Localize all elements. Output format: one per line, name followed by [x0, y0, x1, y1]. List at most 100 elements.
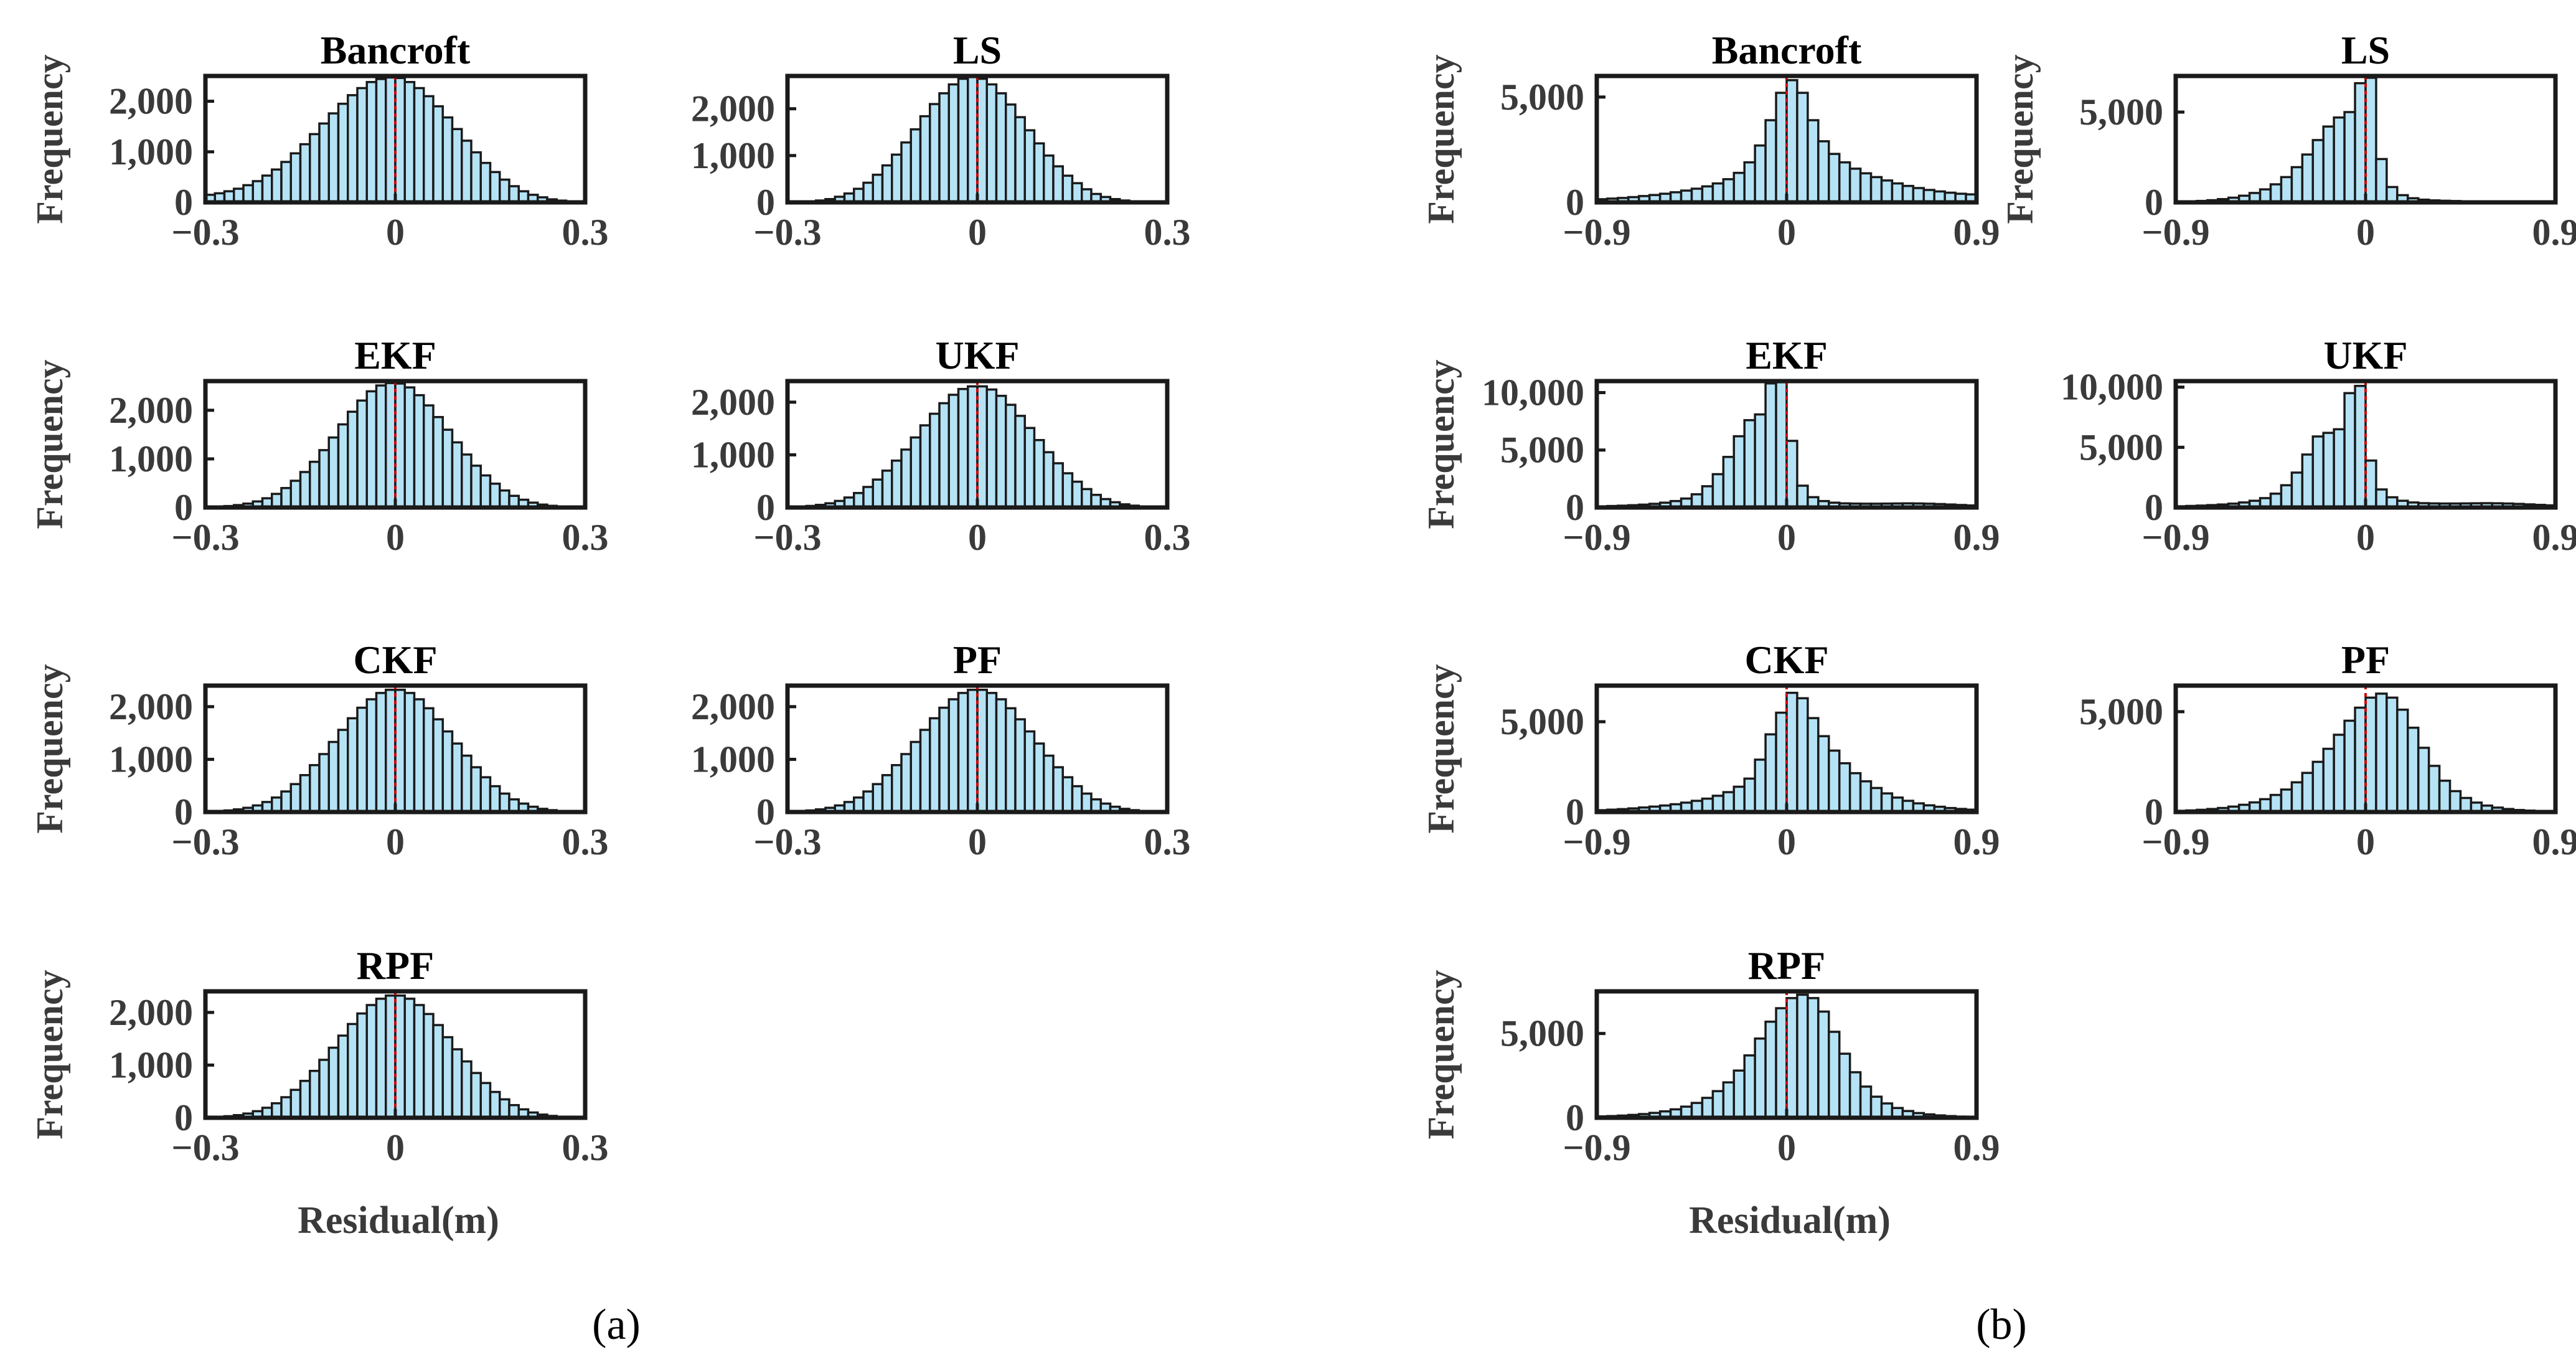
histogram-bar: [862, 486, 874, 509]
histogram-bar: [499, 1098, 510, 1119]
chart-title: LS: [2341, 28, 2390, 72]
histogram-bar: [1775, 381, 1788, 509]
chart-title: Bancroft: [321, 28, 471, 72]
y-tick-label: 1,000: [691, 135, 775, 176]
histogram-bar: [2269, 793, 2283, 813]
histogram-bar: [1743, 419, 1756, 509]
histogram-bar: [947, 698, 960, 813]
histogram-bar: [356, 706, 368, 813]
histogram-bar: [375, 384, 387, 509]
x-tick-label: −0.3: [753, 517, 821, 558]
histogram-bar: [2407, 726, 2420, 813]
histogram-bar: [967, 689, 979, 813]
histogram-bar: [327, 1046, 340, 1119]
chart-title: UKF: [2323, 333, 2407, 377]
histogram-bar: [1891, 182, 1904, 204]
histogram-bar: [1754, 144, 1767, 204]
histogram-bar: [1071, 785, 1083, 813]
y-axis-label: Frequency: [29, 359, 70, 529]
histogram-bar: [2375, 158, 2388, 204]
histogram-bar: [900, 141, 912, 204]
y-tick-label: 2,000: [691, 686, 775, 727]
histogram-bar: [2290, 166, 2304, 204]
y-tick-label: 5,000: [2079, 92, 2163, 133]
y-axis-label: Frequency: [1421, 970, 1462, 1139]
histogram-bar: [461, 754, 472, 813]
y-axis-label: Frequency: [1421, 664, 1462, 833]
y-tick-label: 2,000: [109, 992, 193, 1033]
histogram-bar: [499, 792, 510, 813]
histogram-bar: [280, 487, 292, 509]
histogram-bar: [451, 742, 463, 813]
x-tick-label: 0: [386, 821, 405, 862]
histogram-bar: [1859, 1085, 1873, 1119]
x-tick-label: 0.9: [2532, 212, 2576, 253]
x-tick-label: 0.3: [562, 821, 609, 862]
histogram-bar: [479, 776, 492, 813]
histogram-bar: [1732, 1069, 1746, 1119]
histogram-bar: [910, 740, 922, 813]
histogram-bar: [1711, 473, 1725, 509]
histogram-bar: [2290, 471, 2304, 509]
y-axis-label: Frequency: [1421, 54, 1462, 224]
histogram-bar: [976, 689, 988, 813]
histogram-bar: [1775, 92, 1788, 204]
histogram-bar: [489, 1090, 501, 1119]
histogram-bar: [1848, 1071, 1862, 1119]
x-tick-label: 0: [1777, 212, 1796, 253]
x-tick-label: −0.3: [171, 1127, 239, 1168]
histogram-bar: [938, 402, 950, 509]
histogram-bar: [1785, 691, 1798, 813]
histogram-bar: [1014, 718, 1026, 813]
histogram-bar: [1701, 485, 1714, 509]
histogram-bar: [2427, 765, 2441, 813]
x-tick-label: 0: [2356, 821, 2375, 862]
histogram-bar: [403, 998, 416, 1119]
histogram-bar: [289, 1088, 302, 1119]
histogram-bar: [1743, 161, 1756, 204]
x-tick-label: −0.9: [1563, 517, 1630, 558]
histogram-bar: [1052, 462, 1064, 509]
histogram-bar: [1869, 1095, 1883, 1119]
histogram-bar: [862, 181, 874, 204]
histogram-bar: [1061, 472, 1074, 509]
histogram-bar: [1901, 184, 1915, 204]
histogram-bar: [327, 740, 340, 813]
panel-label: (b): [1976, 1301, 2027, 1349]
chart-title: EKF: [1746, 333, 1828, 377]
histogram-bar: [1754, 1037, 1767, 1119]
histogram-bar: [938, 706, 950, 813]
histogram-bar: [2364, 77, 2377, 204]
histogram-bar: [432, 105, 444, 204]
histogram-bar: [365, 80, 378, 204]
histogram-bar: [872, 173, 884, 204]
histogram-bar: [1807, 717, 1820, 813]
histogram-bar: [1701, 185, 1714, 204]
x-tick-label: −0.3: [753, 212, 821, 253]
x-tick-label: −0.9: [2141, 517, 2209, 558]
histogram-bar: [1690, 1102, 1704, 1119]
histogram-bar: [900, 753, 912, 813]
histogram-bar: [1764, 1020, 1777, 1119]
histogram-bar: [2354, 384, 2367, 509]
x-tick-label: 0: [1777, 1127, 1796, 1168]
y-tick-label: 0: [174, 1097, 193, 1138]
histogram-bar: [919, 115, 931, 204]
histogram-bar: [2438, 779, 2451, 813]
histogram-bar: [1796, 92, 1809, 204]
histogram-bar: [881, 164, 893, 204]
histogram-bar: [461, 1060, 472, 1119]
histogram-bar: [261, 174, 273, 204]
histogram-bar: [1785, 79, 1798, 204]
histogram-bar: [1848, 772, 1862, 813]
chart-title: CKF: [1744, 638, 1828, 682]
histogram-bar: [441, 428, 454, 509]
histogram-bar: [1711, 1090, 1725, 1119]
histogram-bar: [1869, 786, 1883, 813]
